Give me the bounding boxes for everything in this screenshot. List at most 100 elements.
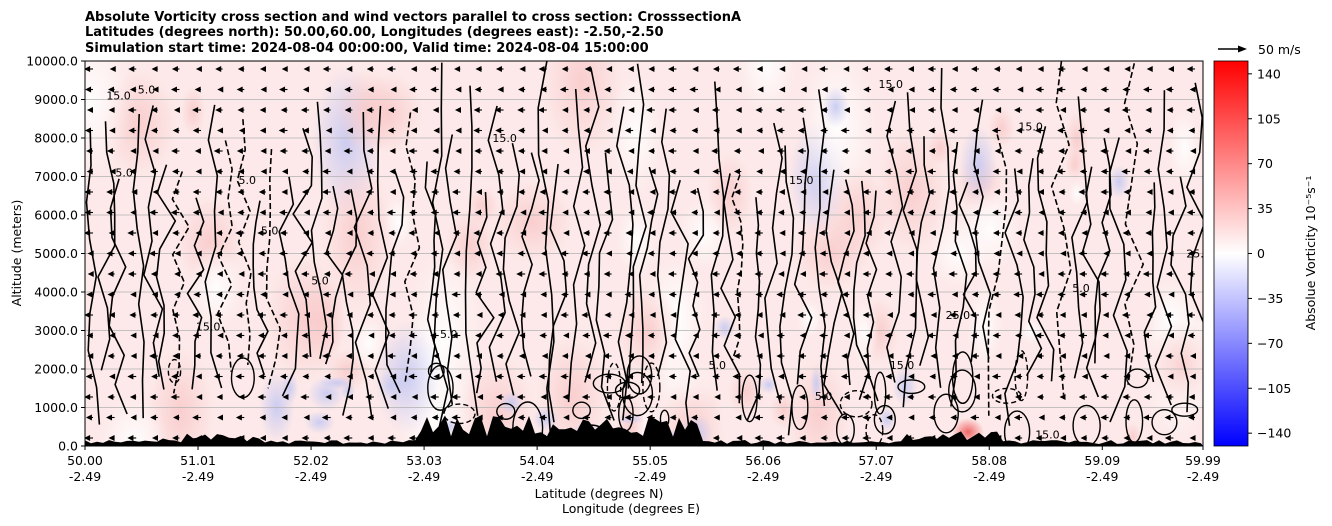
wind-vector <box>582 189 590 195</box>
contour-line <box>167 358 182 384</box>
wind-vector <box>908 86 915 93</box>
wind-vector <box>624 332 634 339</box>
x-tick-label-lon: -2.49 <box>1187 469 1219 484</box>
wind-vector <box>864 107 871 113</box>
wind-vector <box>951 66 958 72</box>
wind-vector <box>257 230 266 236</box>
wind-vector <box>1142 332 1152 339</box>
y-tick-label: 5000.0 <box>34 246 78 261</box>
wind-vector <box>627 66 634 72</box>
wind-vector <box>195 66 202 72</box>
wind-vector <box>563 168 570 175</box>
wind-vector <box>366 66 374 72</box>
contour-line <box>475 192 495 394</box>
wind-vector <box>1122 230 1131 236</box>
wind-vector <box>862 414 871 421</box>
wind-vector <box>106 250 115 257</box>
contour-label: 5.0 <box>1072 282 1090 295</box>
wind-vector <box>628 107 635 113</box>
wind-vector <box>387 435 396 441</box>
wind-vector <box>130 291 137 298</box>
wind-vector <box>713 127 720 134</box>
wind-vector <box>1143 394 1152 400</box>
wind-vector <box>757 332 764 339</box>
wind-vector <box>625 230 634 236</box>
wind-vector <box>345 414 353 421</box>
wind-vector <box>257 271 266 277</box>
wind-vector <box>1017 353 1024 359</box>
wind-vector <box>278 127 288 134</box>
wind-vector <box>648 353 655 359</box>
wind-vector <box>1034 127 1044 134</box>
wind-vector <box>408 312 418 318</box>
wind-vector <box>85 414 93 421</box>
x-tick-label-lon: -2.49 <box>747 469 779 484</box>
x-tick-label-lat: 51.01 <box>180 453 216 468</box>
contour-line <box>520 152 540 377</box>
wind-vector <box>1079 271 1087 277</box>
wind-vector <box>1165 168 1174 175</box>
wind-vector <box>797 312 807 318</box>
wind-vector <box>972 189 979 195</box>
wind-vector <box>885 271 893 277</box>
wind-vector <box>1124 332 1131 339</box>
colorbar-tick-label: 105 <box>1257 111 1281 126</box>
wind-vector <box>799 271 807 277</box>
wind-vector <box>495 373 504 380</box>
wind-vector <box>818 271 828 277</box>
wind-vector <box>238 394 245 400</box>
wind-vector <box>584 373 591 380</box>
wind-vector <box>844 230 851 236</box>
wind-vector <box>1036 312 1044 318</box>
wind-vector <box>798 353 807 359</box>
wind-vector <box>303 414 310 421</box>
contour-line <box>441 134 458 405</box>
wind-vector <box>236 353 245 359</box>
contour-line <box>1108 137 1128 423</box>
x-tick-label-lat: 54.04 <box>519 453 555 468</box>
wind-vector <box>948 127 958 134</box>
wind-vector <box>455 148 462 154</box>
contour-line <box>973 99 992 360</box>
wind-vector <box>347 332 354 339</box>
wind-vector <box>347 291 354 298</box>
contour-line <box>670 179 692 435</box>
wind-vector <box>301 271 310 277</box>
wind-vector <box>884 168 893 175</box>
wind-vector <box>152 189 159 195</box>
wind-vector <box>995 394 1002 400</box>
wind-vector <box>453 353 461 359</box>
wind-vector <box>259 66 266 72</box>
field-patch <box>499 391 524 415</box>
wind-vector <box>86 168 93 175</box>
wind-vector <box>1014 148 1023 154</box>
wind-vector <box>344 271 353 277</box>
wind-vector <box>1123 373 1131 380</box>
wind-vector <box>346 394 353 400</box>
contour-line <box>793 117 813 385</box>
wind-vector <box>520 209 527 216</box>
x-tick-label-lon: -2.49 <box>973 469 1005 484</box>
wind-vector <box>1100 189 1109 195</box>
wind-vector <box>798 250 807 257</box>
wind-vector <box>582 332 590 339</box>
wind-vector <box>951 168 958 175</box>
wind-vector <box>539 414 547 421</box>
y-tick-label: 10000.0 <box>26 54 78 69</box>
wind-vector <box>346 66 353 72</box>
wind-vector <box>321 189 331 195</box>
field-patch <box>616 200 658 278</box>
wind-vector <box>281 189 288 195</box>
wind-vector <box>410 127 418 134</box>
contour-line <box>621 371 654 417</box>
wind-vector <box>323 271 331 277</box>
wind-vector <box>281 332 288 339</box>
y-tick-label: 1000.0 <box>34 400 78 415</box>
wind-vector <box>1167 250 1174 257</box>
wind-vector <box>712 435 720 441</box>
wind-vector <box>366 250 374 257</box>
contour-line <box>606 362 622 412</box>
wind-vector <box>1078 127 1087 134</box>
wind-vector <box>648 291 655 298</box>
wind-vector <box>172 230 180 236</box>
